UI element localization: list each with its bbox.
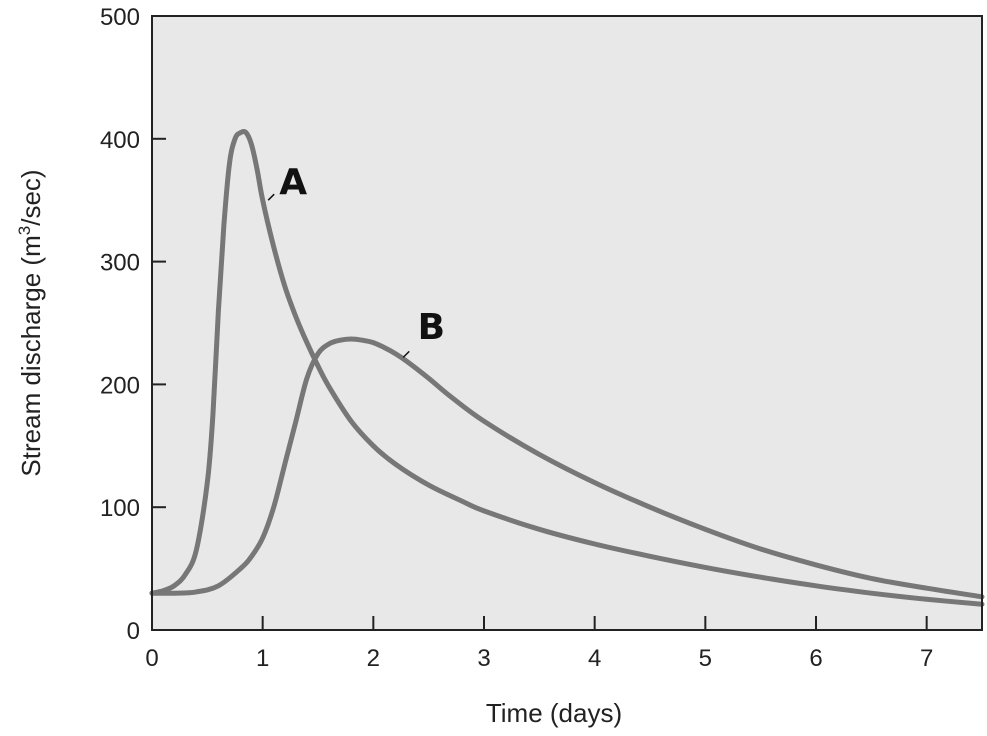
plot-frame	[151, 15, 983, 631]
x-tick-label: 2	[367, 645, 380, 672]
y-axis-title-end: /sec)	[16, 169, 46, 225]
series-label-b: B	[418, 307, 445, 348]
x-tick-label: 0	[145, 645, 158, 672]
x-tick-label: 7	[920, 645, 933, 672]
series-line-b	[149, 336, 985, 600]
y-tick-label: 100	[100, 495, 140, 522]
x-tick-label: 4	[588, 645, 601, 672]
y-axis-title-superscript: 3	[15, 226, 34, 235]
series-label-leader-a	[267, 193, 275, 201]
y-tick-label: 200	[100, 372, 140, 399]
x-tick-label: 6	[809, 645, 822, 672]
y-axis-title-main: Stream discharge (m	[16, 235, 46, 476]
x-axis-title: Time (days)	[486, 698, 622, 728]
series-label-a: A	[279, 162, 307, 203]
x-tick-label: 3	[477, 645, 490, 672]
y-tick-label: 0	[127, 618, 140, 645]
y-tick-label: 400	[100, 127, 140, 154]
x-tick-label: 5	[699, 645, 712, 672]
series-label-leader-b	[402, 350, 410, 358]
x-tick-label: 1	[256, 645, 269, 672]
plot-area	[152, 16, 982, 630]
series-line-a	[149, 128, 985, 607]
y-tick-label: 300	[100, 250, 140, 277]
y-axis-title: Stream discharge (m3/sec)	[15, 169, 46, 476]
y-tick-label: 500	[100, 4, 140, 31]
